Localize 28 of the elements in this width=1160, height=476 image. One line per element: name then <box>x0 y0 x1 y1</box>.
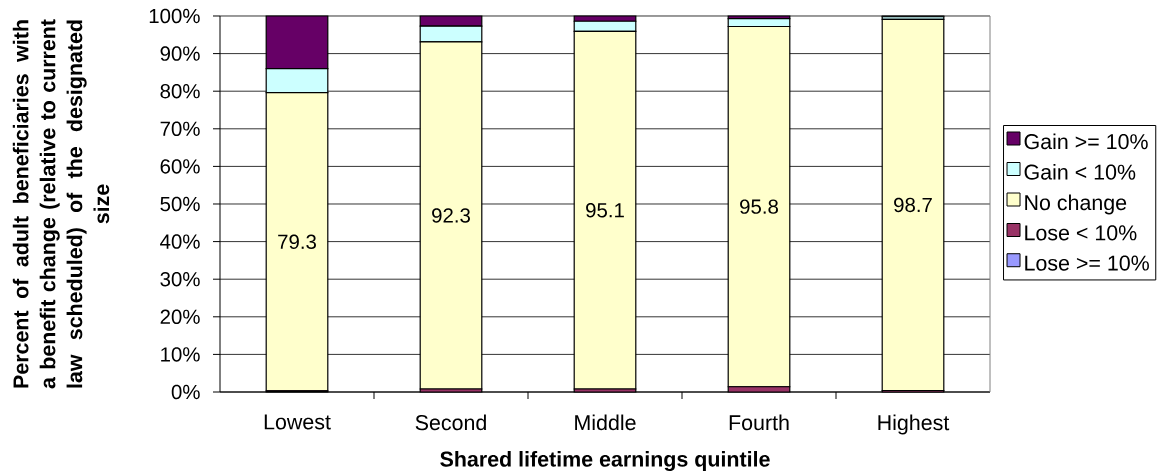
x-tick-label: Middle <box>575 414 636 431</box>
x-tick-label: Lowest <box>264 414 331 430</box>
y-tick-label: 70% <box>160 121 200 137</box>
y-tick-label: 90% <box>160 46 200 61</box>
y-tick-label: 100% <box>149 8 200 24</box>
legend-label: Gain >= 10% <box>1024 133 1148 150</box>
y-axis-title: Percent of adult beneficiaries with a benefit change (relative to current law scheduled) of the designated size <box>12 19 110 389</box>
y-tick-label: 80% <box>160 83 200 99</box>
x-axis-title: Shared lifetime earnings quintile <box>440 450 770 472</box>
legend-label: Lose >= 10% <box>1025 255 1149 271</box>
y-tick-label: 20% <box>160 309 200 325</box>
data-label: 92.3 <box>432 208 470 223</box>
y-tick-label: 50% <box>160 196 200 212</box>
x-tick-label: Second <box>415 414 486 431</box>
y-tick-label: 0% <box>171 384 200 400</box>
data-label: 95.8 <box>740 199 778 214</box>
data-label: 79.3 <box>278 234 316 250</box>
legend-label: No change <box>1025 194 1127 215</box>
legend-label: Lose < 10% <box>1025 225 1137 241</box>
y-tick-label: 60% <box>160 159 200 174</box>
data-label: 95.1 <box>586 202 624 218</box>
y-tick-label: 40% <box>160 234 200 249</box>
x-tick-label: Fourth <box>729 414 789 431</box>
x-tick-label: Highest <box>878 414 950 435</box>
y-tick-label: 10% <box>161 347 200 362</box>
data-label: 98.7 <box>894 197 932 213</box>
y-tick-label: 30% <box>160 271 200 287</box>
legend-label: Gain < 10% <box>1024 164 1136 180</box>
